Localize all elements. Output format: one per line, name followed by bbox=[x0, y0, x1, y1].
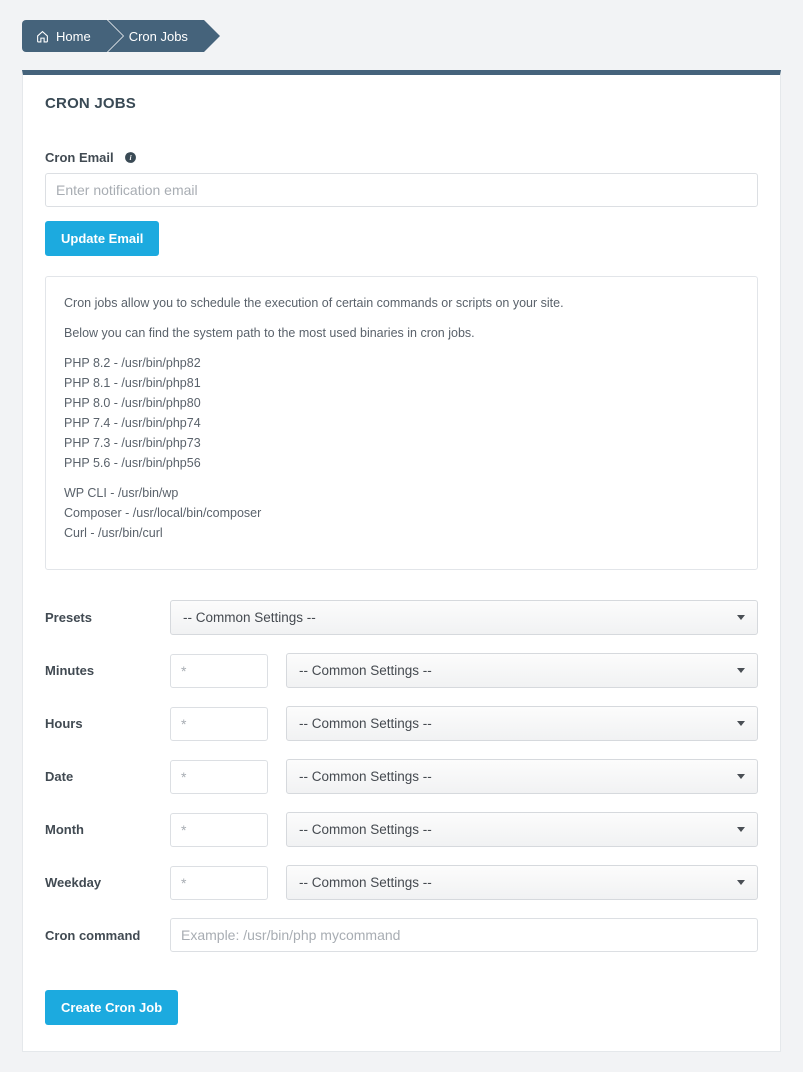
date-select[interactable]: -- Common Settings -- bbox=[286, 759, 758, 794]
minutes-select[interactable]: -- Common Settings -- bbox=[286, 653, 758, 688]
main-panel: CRON JOBS Cron Email i Update Email Cron… bbox=[22, 70, 781, 1052]
command-label: Cron command bbox=[45, 928, 170, 943]
tool-paths: WP CLI - /usr/bin/wp Composer - /usr/loc… bbox=[64, 483, 739, 543]
weekday-label: Weekday bbox=[45, 875, 170, 890]
minutes-input[interactable] bbox=[170, 654, 268, 688]
chevron-down-icon bbox=[737, 615, 745, 620]
cron-email-label: Cron Email i bbox=[45, 150, 758, 165]
date-label: Date bbox=[45, 769, 170, 784]
month-label: Month bbox=[45, 822, 170, 837]
breadcrumb: Home Cron Jobs bbox=[22, 20, 781, 52]
chevron-down-icon bbox=[737, 721, 745, 726]
date-input[interactable] bbox=[170, 760, 268, 794]
php-paths: PHP 8.2 - /usr/bin/php82 PHP 8.1 - /usr/… bbox=[64, 353, 739, 473]
chevron-down-icon bbox=[737, 668, 745, 673]
chevron-down-icon bbox=[737, 827, 745, 832]
chevron-down-icon bbox=[737, 880, 745, 885]
presets-select[interactable]: -- Common Settings -- bbox=[170, 600, 758, 635]
command-input[interactable] bbox=[170, 918, 758, 952]
update-email-button[interactable]: Update Email bbox=[45, 221, 159, 256]
hours-input[interactable] bbox=[170, 707, 268, 741]
page-title: CRON JOBS bbox=[45, 95, 758, 112]
month-input[interactable] bbox=[170, 813, 268, 847]
info-text-2: Below you can find the system path to th… bbox=[64, 323, 739, 343]
info-text-1: Cron jobs allow you to schedule the exec… bbox=[64, 293, 739, 313]
create-cron-job-button[interactable]: Create Cron Job bbox=[45, 990, 178, 1025]
weekday-input[interactable] bbox=[170, 866, 268, 900]
breadcrumb-home-label: Home bbox=[56, 29, 91, 44]
home-icon bbox=[36, 30, 49, 43]
breadcrumb-home[interactable]: Home bbox=[22, 20, 107, 52]
weekday-select[interactable]: -- Common Settings -- bbox=[286, 865, 758, 900]
info-icon[interactable]: i bbox=[124, 151, 137, 164]
presets-label: Presets bbox=[45, 610, 170, 625]
month-select[interactable]: -- Common Settings -- bbox=[286, 812, 758, 847]
chevron-down-icon bbox=[737, 774, 745, 779]
info-box: Cron jobs allow you to schedule the exec… bbox=[45, 276, 758, 570]
hours-label: Hours bbox=[45, 716, 170, 731]
cron-email-input[interactable] bbox=[45, 173, 758, 207]
minutes-label: Minutes bbox=[45, 663, 170, 678]
hours-select[interactable]: -- Common Settings -- bbox=[286, 706, 758, 741]
breadcrumb-current-label: Cron Jobs bbox=[129, 29, 188, 44]
